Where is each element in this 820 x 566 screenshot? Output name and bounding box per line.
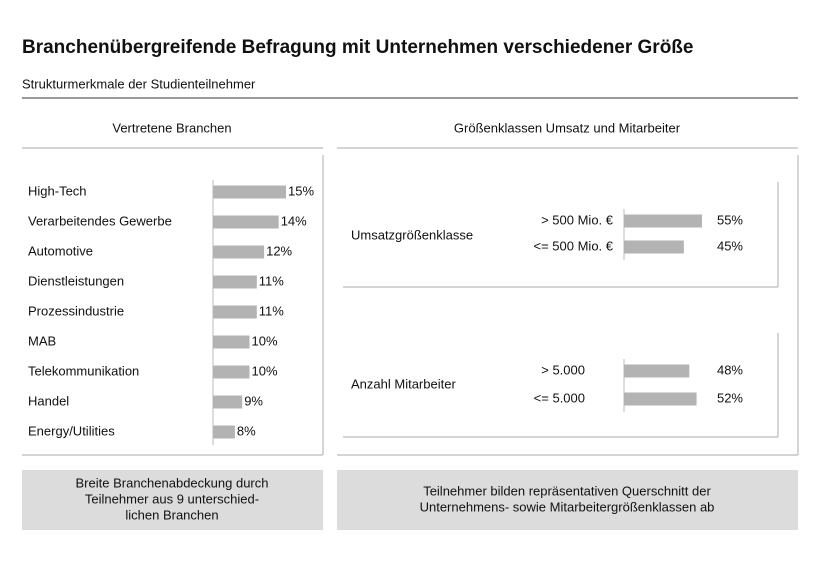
title: Branchenübergreifende Befragung mit Unte… (22, 37, 694, 58)
bar (624, 240, 684, 254)
category-label: Automotive (28, 243, 93, 258)
value-label: 52% (717, 390, 743, 405)
bar (213, 185, 286, 199)
footer-text: Teilnehmer bilden repräsentativen Quersc… (423, 483, 711, 498)
panel-title: Vertretene Branchen (112, 120, 231, 135)
value-label: 48% (717, 362, 743, 377)
category-label: MAB (28, 333, 56, 348)
category-label: Dienstleistungen (28, 273, 124, 288)
value-label: 12% (266, 243, 292, 258)
footer-text: Unternehmens- sowie Mitarbeitergrößenkla… (420, 499, 715, 514)
value-label: 14% (281, 213, 307, 228)
bar (213, 395, 243, 409)
value-label: 55% (717, 212, 743, 227)
value-label: 8% (237, 423, 256, 438)
category-label: High-Tech (28, 183, 87, 198)
bar (624, 392, 697, 406)
value-label: 11% (259, 273, 284, 288)
bar (213, 215, 279, 229)
value-label: 10% (252, 333, 278, 348)
bar (213, 305, 257, 319)
category-label: Prozessindustrie (28, 303, 124, 318)
subtitle: Strukturmerkmale der Studienteilnehmer (22, 76, 256, 91)
bar (213, 335, 250, 349)
value-label: 9% (244, 393, 263, 408)
category-label: <= 5.000 (534, 390, 585, 405)
group-label: Anzahl Mitarbeiter (351, 376, 456, 391)
category-label: Handel (28, 393, 69, 408)
panel-title: Größenklassen Umsatz und Mitarbeiter (454, 120, 681, 135)
footer-text: lichen Branchen (125, 507, 218, 522)
bar (213, 365, 250, 379)
category-label: > 5.000 (541, 362, 585, 377)
bar (213, 245, 265, 259)
bar (624, 214, 702, 228)
category-label: > 500 Mio. € (541, 212, 614, 227)
footer-text: Breite Branchenabdeckung durch (76, 475, 269, 490)
footer-text: Teilnehmer aus 9 unterschied- (85, 491, 259, 506)
value-label: 45% (717, 238, 743, 253)
frames (22, 147, 799, 530)
category-label: <= 500 Mio. € (534, 238, 614, 253)
value-label: 10% (252, 363, 278, 378)
group-label: Umsatzgrößenklasse (351, 227, 473, 242)
bar (624, 364, 690, 378)
category-label: Energy/Utilities (28, 423, 115, 438)
category-label: Telekommunikation (28, 363, 139, 378)
value-label: 15% (288, 183, 314, 198)
bar (213, 425, 235, 439)
category-label: Verarbeitendes Gewerbe (28, 213, 172, 228)
value-label: 11% (259, 303, 284, 318)
bar (213, 275, 257, 289)
